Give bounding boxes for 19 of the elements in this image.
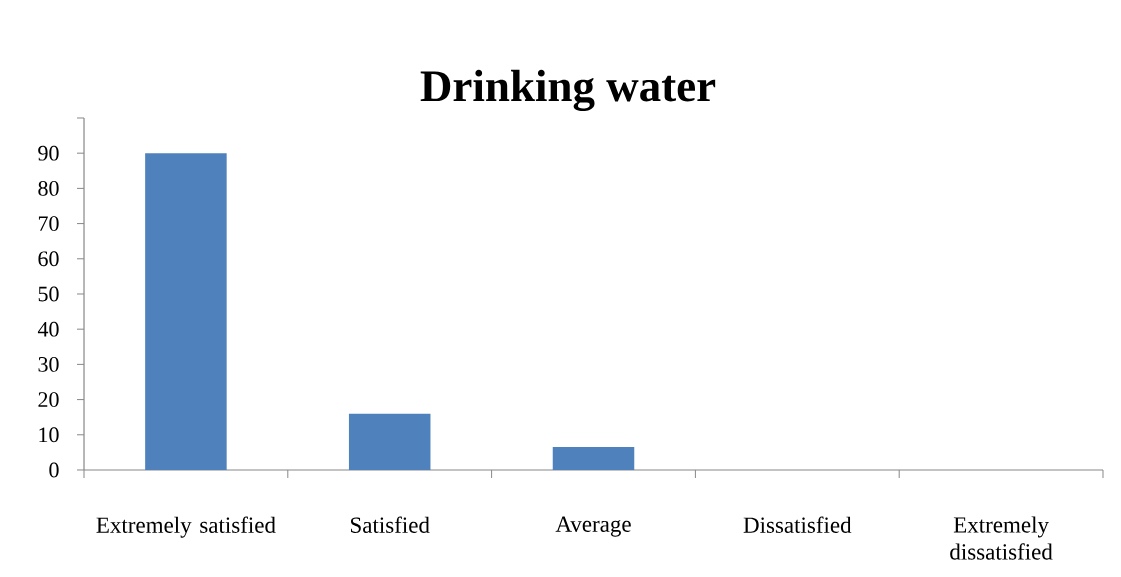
y-tick-label: 60 xyxy=(38,251,59,267)
bar xyxy=(348,413,431,470)
y-tick-label: 80 xyxy=(38,180,59,196)
y-tick-label: 10 xyxy=(39,427,59,443)
y-tick-label: 40 xyxy=(37,321,59,337)
y-tick-label: 50 xyxy=(38,286,59,302)
y-tick-label: 0 xyxy=(49,462,59,478)
x-tick-label: Average xyxy=(555,516,631,537)
x-tick-label: Extremely satisfied xyxy=(96,516,276,538)
x-tick-label: Dissatisfied xyxy=(743,516,852,533)
y-tick-label: 70 xyxy=(38,216,59,232)
y-tick-label: 20 xyxy=(38,392,59,408)
bar xyxy=(552,447,635,470)
bar xyxy=(145,153,227,470)
y-tick-label: 90 xyxy=(38,145,59,161)
y-tick-label: 30 xyxy=(38,356,59,372)
x-tick-label: Extremely dissatisfied xyxy=(950,516,1053,560)
x-tick-label: Satisfied xyxy=(350,516,430,533)
chart-title: Drinking water xyxy=(420,69,716,111)
